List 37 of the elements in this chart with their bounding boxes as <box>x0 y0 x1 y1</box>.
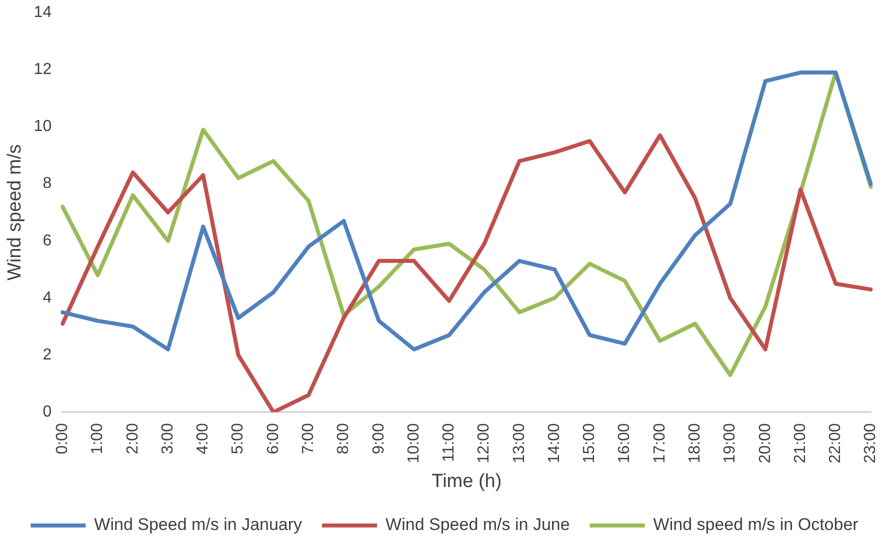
x-tick-label: 0:00 <box>54 423 72 454</box>
x-axis-title: Time (h) <box>432 470 502 492</box>
x-tick-label: 1:00 <box>89 423 106 454</box>
y-axis-title: Wind speed m/s <box>4 144 26 280</box>
x-tick-label: 16:00 <box>616 423 634 464</box>
y-tick-label: 4 <box>42 289 52 306</box>
x-tick-label: 14:00 <box>546 423 563 464</box>
y-tick-label: 8 <box>42 175 52 192</box>
x-tick-label: 2:00 <box>124 423 142 454</box>
x-tick-label: 10:00 <box>405 423 422 464</box>
x-tick-label: 18:00 <box>686 423 704 464</box>
legend-label: Wind Speed m/s in January <box>94 515 303 534</box>
y-tick-label: 0 <box>42 404 52 421</box>
x-tick-label: 3:00 <box>159 423 176 454</box>
x-tick-label: 4:00 <box>194 423 212 454</box>
x-tick-label: 6:00 <box>264 423 282 454</box>
x-tick-label: 19:00 <box>722 423 739 464</box>
y-tick-label: 6 <box>42 232 52 250</box>
x-tick-label: 17:00 <box>651 423 668 464</box>
x-tick-label: 8:00 <box>335 423 352 454</box>
x-tick-label: 20:00 <box>756 423 774 464</box>
x-tick-label: 7:00 <box>300 423 317 454</box>
y-tick-label: 12 <box>34 61 52 78</box>
x-tick-label: 9:00 <box>370 423 388 454</box>
legend-label: Wind Speed m/s in June <box>386 515 570 534</box>
x-tick-label: 15:00 <box>581 423 598 464</box>
x-tick-label: 13:00 <box>510 423 528 464</box>
x-tick-label: 11:00 <box>440 423 458 462</box>
y-tick-label: 2 <box>42 346 52 364</box>
x-tick-label: 23:00 <box>862 423 880 464</box>
x-tick-label: 21:00 <box>792 423 809 464</box>
x-tick-label: 12:00 <box>476 423 493 464</box>
y-tick-label: 14 <box>34 4 52 22</box>
y-tick-label: 10 <box>34 118 52 136</box>
x-tick-label: 22:00 <box>827 423 844 464</box>
x-tick-label: 5:00 <box>230 423 247 454</box>
legend-label: Wind speed m/s in October <box>653 515 859 534</box>
